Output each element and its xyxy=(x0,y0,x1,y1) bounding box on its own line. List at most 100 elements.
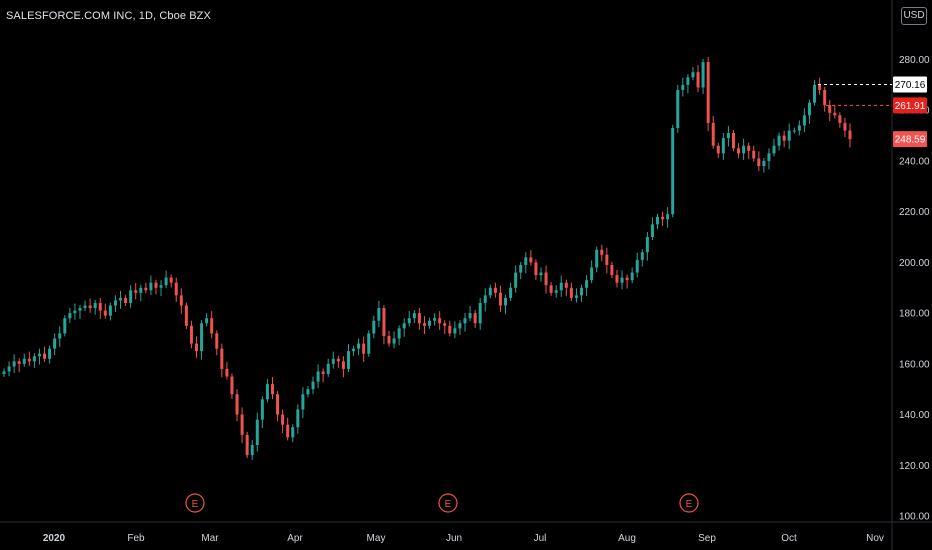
time-tick-label: Jun xyxy=(446,533,462,544)
earnings-marker[interactable] xyxy=(679,493,699,513)
earnings-marker-label: E xyxy=(686,499,693,510)
candle-body xyxy=(650,224,654,238)
candle-body xyxy=(605,254,609,265)
price-axis[interactable]: 100.00 120.00 140.00 160.00 180.00 200.00 220.… xyxy=(899,55,930,522)
candle-body xyxy=(154,282,158,288)
candle-body xyxy=(93,302,97,309)
candle-body xyxy=(195,343,199,352)
candle-body xyxy=(823,89,827,106)
candle-body xyxy=(661,216,665,220)
candle-body xyxy=(250,444,254,456)
candle-body xyxy=(321,371,325,374)
candle-body xyxy=(113,300,117,306)
candle-body xyxy=(787,130,791,141)
candle-body xyxy=(539,272,543,276)
candle-body xyxy=(341,361,345,369)
candle-body xyxy=(159,285,163,288)
candle-body xyxy=(529,257,533,263)
time-tick-label: Oct xyxy=(781,533,797,544)
candle-body xyxy=(448,325,452,334)
candle-body xyxy=(438,318,442,324)
candle-body xyxy=(215,333,219,349)
candle-body xyxy=(428,320,432,326)
candle-body xyxy=(235,394,239,415)
candle-body xyxy=(509,287,513,298)
price-label-text: 261.91 xyxy=(895,101,926,112)
price-tick-label: 280.00 xyxy=(899,55,930,66)
price-tick-label: 120.00 xyxy=(899,461,930,472)
candle-body xyxy=(220,348,224,369)
candle-body xyxy=(184,305,188,326)
candle-body xyxy=(473,313,477,324)
price-label-box xyxy=(893,97,927,114)
candle-body xyxy=(544,272,548,286)
candle-body xyxy=(210,318,214,334)
price-tick-label: 180.00 xyxy=(899,309,930,320)
currency-button[interactable]: USD xyxy=(901,7,927,25)
candle-body xyxy=(595,249,599,268)
time-axis[interactable]: 2020 Feb Mar Apr May Jun Jul Aug Sep Oct Nov xyxy=(43,533,884,544)
time-tick-label: Feb xyxy=(127,533,145,544)
candle-body xyxy=(478,302,482,324)
candle-body xyxy=(559,282,563,291)
candle-body xyxy=(37,353,41,357)
candle-body xyxy=(706,62,710,123)
candle-body xyxy=(422,323,426,326)
earnings-marker[interactable] xyxy=(438,493,458,513)
candle-body xyxy=(78,308,82,311)
candle-body xyxy=(296,409,300,428)
candle-body xyxy=(326,363,330,374)
candle-body xyxy=(149,282,153,291)
candle-body xyxy=(645,237,649,253)
candle-body xyxy=(600,249,604,255)
time-tick-label: Jul xyxy=(534,533,547,544)
candle-body xyxy=(402,323,406,329)
candle-body xyxy=(731,133,735,149)
time-tick-label: 2020 xyxy=(43,533,66,544)
candle-body xyxy=(139,287,143,293)
candle-body xyxy=(2,371,6,374)
candle-body xyxy=(387,335,391,344)
candle-body xyxy=(397,328,401,339)
candle-body xyxy=(848,130,852,140)
price-tick-label: 200.00 xyxy=(899,258,930,269)
candle-body xyxy=(483,295,487,303)
candle-body xyxy=(726,133,730,139)
candle-body xyxy=(382,308,386,336)
candle-body xyxy=(83,305,87,309)
candle-body xyxy=(524,257,528,265)
candle-body xyxy=(782,135,786,141)
candle-body xyxy=(686,77,690,85)
candle-body xyxy=(372,320,376,334)
candle-body xyxy=(22,358,26,364)
candle-body xyxy=(124,297,128,303)
candle-body xyxy=(103,310,107,316)
time-tick-label: Apr xyxy=(287,533,303,544)
candle-body xyxy=(407,318,411,324)
candle-body xyxy=(164,277,168,286)
candle-body xyxy=(737,148,741,154)
candle-body xyxy=(458,323,462,329)
candle-body xyxy=(17,361,21,364)
candles-layer xyxy=(2,56,852,460)
candle-body xyxy=(742,145,746,154)
candle-body xyxy=(488,287,492,296)
time-tick-label: Sep xyxy=(698,533,716,544)
candle-body xyxy=(574,295,578,298)
candle-body xyxy=(493,287,497,293)
candle-body xyxy=(331,358,335,364)
candle-body xyxy=(367,333,371,354)
price-label-text: 270.16 xyxy=(895,80,926,91)
candle-body xyxy=(701,62,705,88)
candle-body xyxy=(352,348,356,352)
earnings-marker[interactable] xyxy=(185,493,205,513)
earnings-marker-label: E xyxy=(445,499,452,510)
candle-body xyxy=(453,328,457,334)
candle-body xyxy=(762,160,766,167)
candle-body xyxy=(504,297,508,306)
candle-body xyxy=(68,313,72,319)
candle-body xyxy=(615,275,619,283)
time-tick-label: Mar xyxy=(201,533,219,544)
